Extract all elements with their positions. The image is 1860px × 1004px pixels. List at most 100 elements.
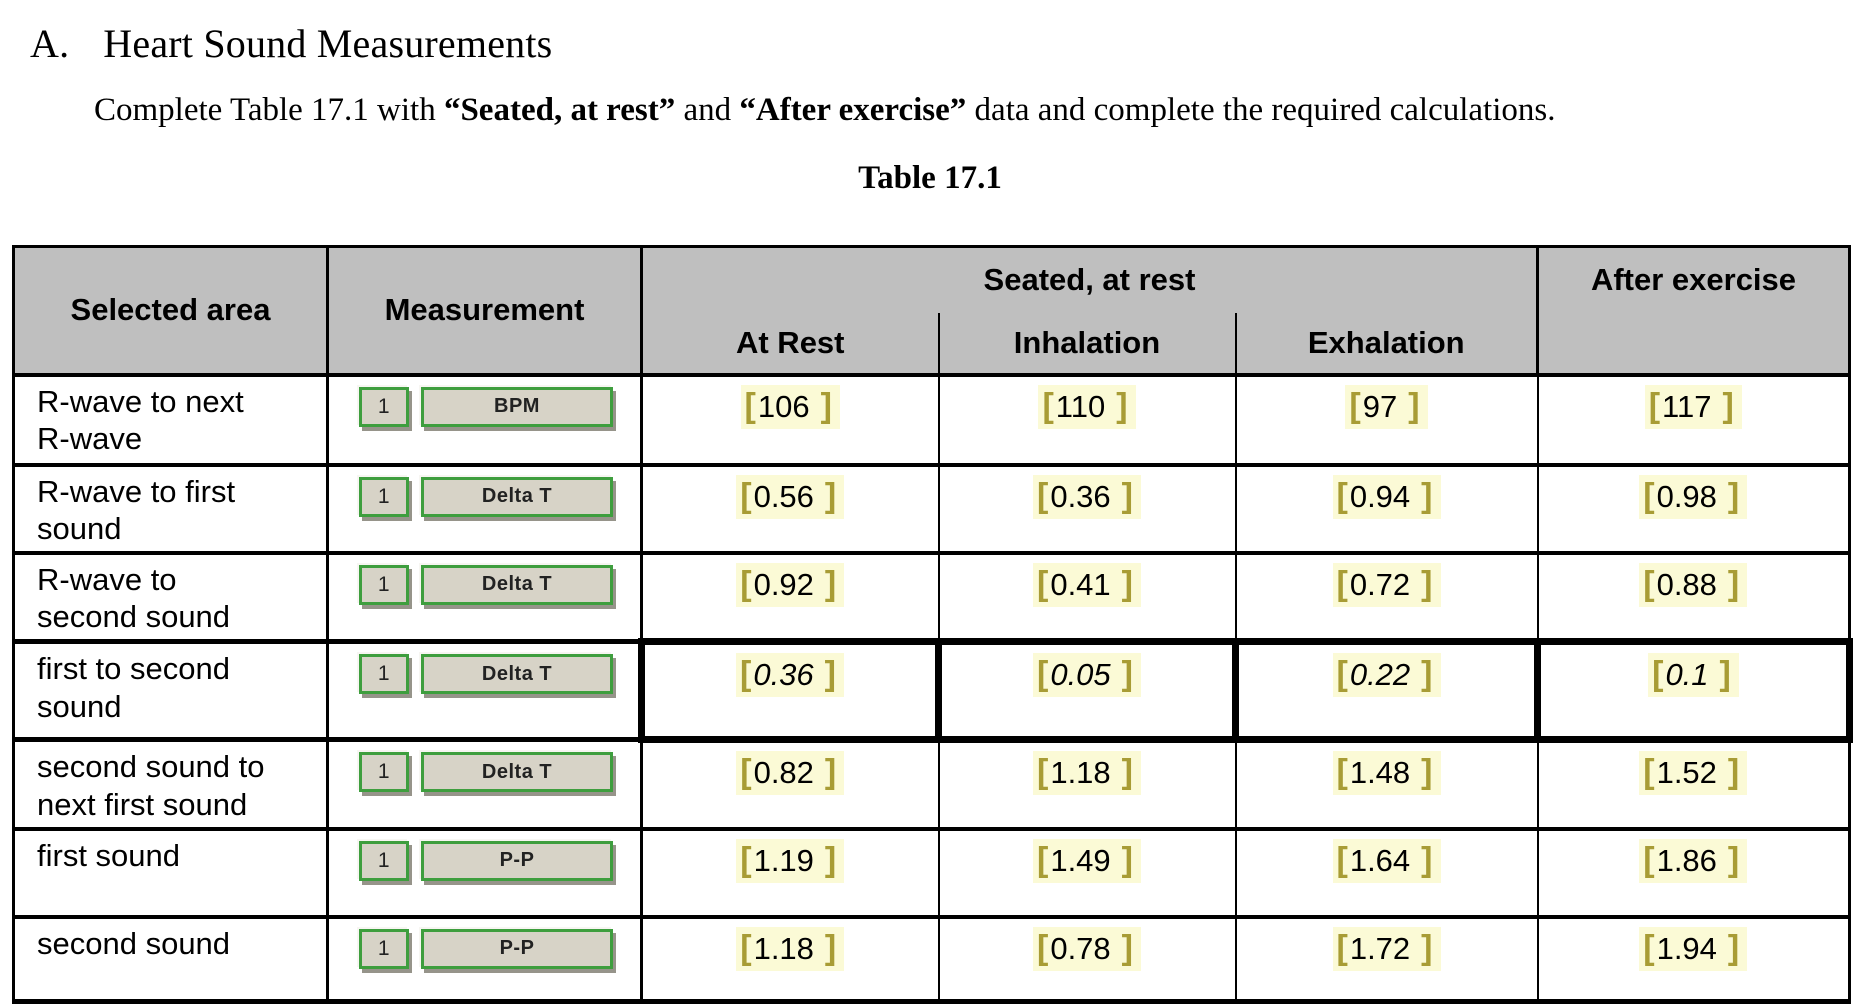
channel-number-button[interactable]: 1 (359, 654, 409, 695)
channel-number-button[interactable]: 1 (359, 752, 409, 793)
selected-area-label: first to second sound (12, 639, 329, 743)
answer-value: 0.36 (753, 657, 814, 693)
instruction-bold-seated: “Seated, at rest” (443, 92, 676, 128)
measurement-cell: 1 Delta T (326, 738, 643, 831)
answer-field[interactable]: [0.98] (1639, 474, 1748, 519)
bracket-close-glyph: ] (1121, 476, 1133, 515)
bracket-close-glyph: ] (1727, 476, 1740, 515)
bracket-open-glyph: [ (1037, 655, 1049, 694)
channel-number-button[interactable]: 1 (359, 564, 409, 605)
bracket-close-glyph: ] (1421, 564, 1433, 603)
measurement-type-button[interactable]: BPM (421, 386, 613, 427)
answer-field[interactable]: [0.56] (736, 474, 845, 519)
answer-field[interactable]: [1.48] (1332, 751, 1441, 796)
bracket-open-glyph: [ (1037, 753, 1049, 792)
answer-field[interactable]: [1.86] (1639, 838, 1748, 883)
answer-field[interactable]: [1.49] (1033, 838, 1141, 883)
bracket-open-glyph: [ (1652, 655, 1664, 694)
bracket-close-glyph: ] (1421, 840, 1433, 879)
answer-field[interactable]: [0.72] (1332, 562, 1441, 607)
header-row-sub: At Rest Inhalation Exhalation (14, 312, 1850, 377)
bracket-open-glyph: [ (740, 476, 752, 515)
answer-field[interactable]: [1.72] (1332, 926, 1441, 971)
measurement-type-button[interactable]: Delta T (421, 752, 613, 793)
answer-field[interactable]: [97] (1345, 384, 1428, 429)
bracket-open-glyph: [ (1042, 386, 1054, 425)
answer-value: 117 (1662, 388, 1712, 424)
table-header: Selected area Measurement Seated, at res… (12, 245, 1851, 377)
value-cell: [110] (937, 373, 1237, 467)
table-row: second sound 1 P-P [1.18] [0.78] [1.72] [1.94] (12, 915, 1851, 1004)
bracket-close-glyph: ] (1421, 928, 1433, 967)
bracket-close-glyph: ] (1421, 753, 1433, 792)
selected-area-label: second sound (12, 915, 329, 1004)
channel-number-button[interactable]: 1 (359, 476, 409, 517)
bracket-open-glyph: [ (1336, 476, 1348, 515)
table-row: R-wave to next R-wave 1 BPM [106] [110] [97][… (12, 373, 1851, 467)
measurement-type-button[interactable]: Delta T (421, 654, 613, 695)
answer-field[interactable]: [110] (1038, 384, 1136, 429)
measurement-type-button[interactable]: P-P (421, 840, 613, 881)
value-cell: [1.49] (937, 827, 1237, 919)
bracket-close-glyph: ] (824, 840, 837, 879)
value-cell: [1.64] (1234, 827, 1539, 919)
answer-field[interactable]: [1.18] (1033, 751, 1141, 796)
column-group-seated-at-rest: Seated, at rest (640, 245, 1539, 313)
answer-field[interactable]: [0.88] (1639, 562, 1748, 607)
answer-field[interactable]: [1.64] (1332, 838, 1441, 883)
answer-value: 1.49 (1050, 842, 1111, 878)
channel-number-button[interactable]: 1 (359, 928, 409, 969)
bracket-close-glyph: ] (1121, 840, 1133, 879)
answer-value: 0.98 (1656, 478, 1717, 514)
measurement-type-button[interactable]: P-P (421, 928, 613, 969)
answer-field[interactable]: [0.1] (1648, 653, 1739, 698)
selected-area-label: first sound (12, 827, 329, 919)
answer-field[interactable]: [0.41] (1033, 562, 1141, 607)
channel-number-button[interactable]: 1 (359, 840, 409, 881)
answer-field[interactable]: [1.19] (736, 838, 845, 883)
measurement-type-button[interactable]: Delta T (421, 564, 613, 605)
header-row-top: Selected area Measurement Seated, at res… (12, 245, 1851, 377)
value-cell: [0.56] (640, 463, 940, 555)
table-body: R-wave to next R-wave 1 BPM [106] [110] [97][… (12, 373, 1853, 1004)
answer-field[interactable]: [0.92] (736, 562, 845, 607)
bracket-open-glyph: [ (1336, 564, 1348, 603)
answer-field[interactable]: [1.94] (1639, 926, 1748, 971)
answer-field[interactable]: [1.52] (1639, 751, 1748, 796)
answer-value: 1.72 (1349, 930, 1411, 966)
section-title: Heart Sound Measurements (103, 21, 553, 66)
bracket-close-glyph: ] (1722, 386, 1734, 425)
selected-area-label: R-wave to first sound (12, 463, 329, 555)
bracket-close-glyph: ] (1121, 655, 1133, 694)
value-cell: [1.52] (1536, 738, 1851, 831)
column-header-at-rest: At Rest (640, 312, 940, 377)
answer-field[interactable]: [0.05] (1033, 653, 1141, 698)
answer-value: 1.52 (1656, 755, 1717, 791)
table-row: second sound to next first sound 1 Delta T… (12, 738, 1851, 831)
answer-field[interactable]: [0.36] (736, 653, 844, 698)
answer-field[interactable]: [117] (1644, 384, 1742, 429)
answer-field[interactable]: [0.36] (1033, 474, 1141, 519)
answer-field[interactable]: [106] (740, 384, 840, 429)
answer-field[interactable]: [0.94] (1332, 474, 1441, 519)
measurement-type-button[interactable]: Delta T (421, 476, 613, 517)
answer-value: 0.36 (1050, 478, 1111, 514)
answer-field[interactable]: [1.18] (736, 926, 845, 971)
measurements-table: Selected area Measurement Seated, at res… (12, 245, 1853, 1004)
answer-field[interactable]: [0.22] (1332, 653, 1441, 698)
bracket-close-glyph: ] (1727, 928, 1740, 967)
selected-area-label: R-wave to second sound (12, 551, 329, 644)
answer-value: 106 (757, 388, 810, 424)
answer-value: 0.1 (1665, 657, 1709, 693)
measurement-cell: 1 BPM (326, 373, 643, 467)
table-row: R-wave to second sound 1 Delta T [0.92] [0.4… (12, 551, 1851, 644)
answer-field[interactable]: [0.82] (736, 751, 845, 796)
bracket-close-glyph: ] (1727, 840, 1740, 879)
value-cell: [0.36] (937, 463, 1237, 555)
answer-value: 0.92 (753, 566, 814, 602)
channel-number-button[interactable]: 1 (359, 386, 409, 427)
answer-field[interactable]: [0.78] (1033, 926, 1141, 971)
measurement-cell: 1 P-P (326, 915, 643, 1004)
value-cell: [106] (640, 373, 940, 467)
answer-value: 1.64 (1349, 842, 1411, 878)
